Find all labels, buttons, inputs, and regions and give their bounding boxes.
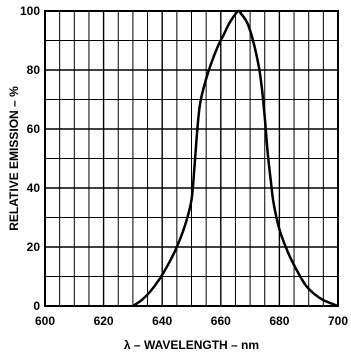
y-tick-label: 0 — [33, 299, 40, 313]
y-tick-label: 20 — [27, 240, 41, 254]
x-tick-label: 600 — [35, 314, 55, 328]
x-tick-labels: 600 620 640 660 680 700 — [35, 314, 348, 328]
x-tick-label: 700 — [328, 314, 348, 328]
x-tick-label: 620 — [94, 314, 114, 328]
y-tick-labels: 0 20 40 60 80 100 — [20, 4, 40, 313]
x-tick-label: 640 — [152, 314, 172, 328]
y-tick-label: 60 — [27, 122, 41, 136]
y-tick-label: 40 — [27, 181, 41, 195]
plot-frame — [44, 10, 339, 307]
major-gridlines — [45, 11, 338, 306]
y-tick-label: 100 — [20, 4, 40, 18]
x-tick-label: 680 — [269, 314, 289, 328]
y-axis-title: RELATIVE EMISSION – % — [7, 86, 21, 231]
x-axis-title: λ – WAVELENGTH – nm — [124, 338, 259, 352]
emission-curve — [132, 9, 339, 308]
x-tick-label: 660 — [211, 314, 231, 328]
minor-gridlines — [45, 11, 338, 306]
y-tick-label: 80 — [27, 63, 41, 77]
